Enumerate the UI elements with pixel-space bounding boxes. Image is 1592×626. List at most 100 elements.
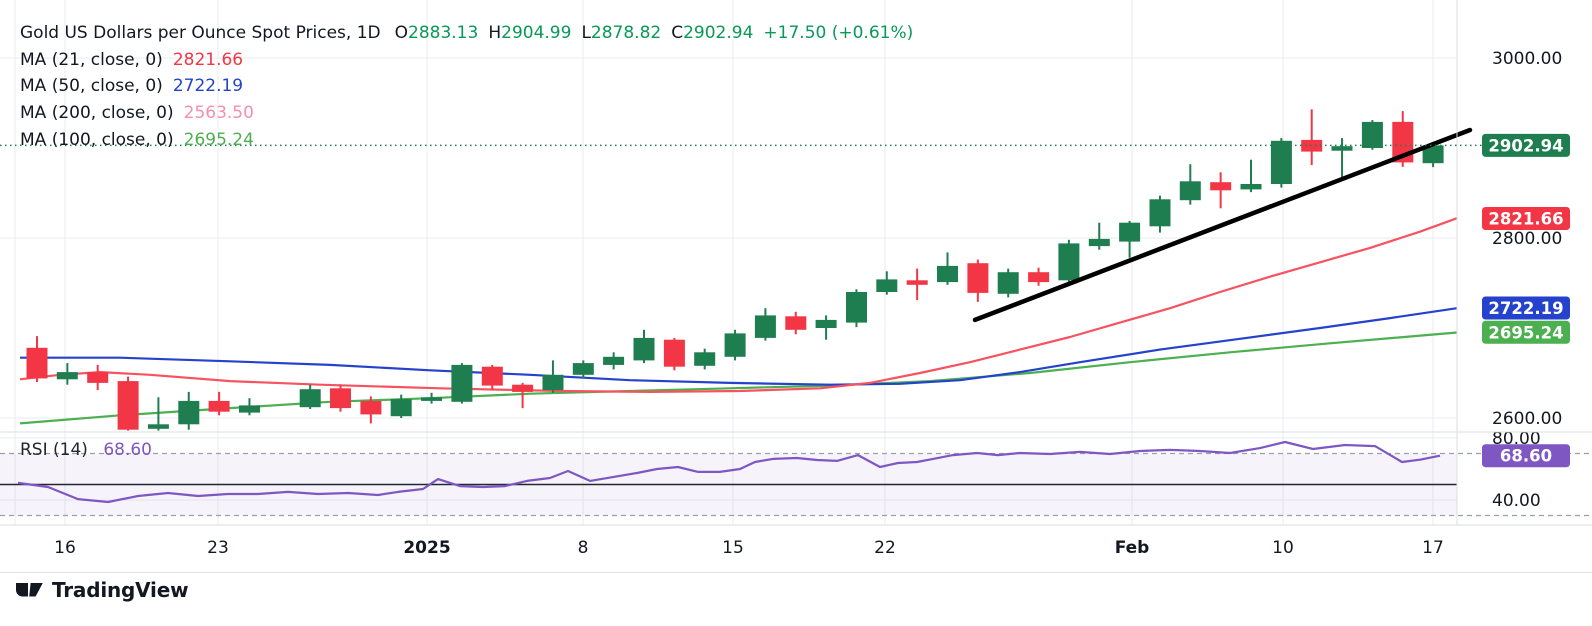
- candle[interactable]: [663, 337, 685, 371]
- axis-badge-label: 2722.19: [1488, 299, 1563, 318]
- candle[interactable]: [1028, 267, 1050, 286]
- candle[interactable]: [1210, 172, 1232, 209]
- candle-body: [724, 333, 746, 357]
- tradingview-logo[interactable]: TradingView: [16, 578, 189, 602]
- axis-badge: [1482, 207, 1570, 230]
- time-tick-label: 10: [1272, 538, 1294, 558]
- tradingview-logo-icon: [16, 582, 43, 596]
- candle[interactable]: [56, 363, 78, 385]
- indicator-value: 2722.19: [172, 76, 244, 97]
- candle[interactable]: [785, 311, 807, 335]
- axis-badge: [1482, 133, 1570, 157]
- candle[interactable]: [815, 315, 837, 340]
- candle[interactable]: [147, 397, 169, 431]
- candle[interactable]: [967, 259, 989, 302]
- indicator-label: MA (21, close, 0): [20, 49, 163, 70]
- candle-body: [663, 339, 685, 367]
- candle[interactable]: [694, 348, 716, 370]
- candle[interactable]: [1088, 222, 1110, 250]
- indicator-label: MA (50, close, 0): [20, 76, 163, 97]
- legend-indicator-row[interactable]: MA (21, close, 0) 2821.66: [20, 47, 913, 74]
- chart-canvas[interactable]: 3000.00 2800.00 2600.0080.00 40.00 16 23 2025 8…: [0, 0, 1592, 565]
- candle-body: [603, 356, 625, 365]
- axis-badge-label: 2821.66: [1488, 210, 1563, 229]
- candle[interactable]: [421, 392, 443, 404]
- candle[interactable]: [481, 364, 503, 391]
- candle-body: [785, 316, 807, 330]
- candle-body: [1301, 139, 1323, 152]
- candle-body: [1361, 121, 1383, 148]
- candle-body: [1028, 272, 1050, 283]
- candle[interactable]: [572, 360, 594, 379]
- candle[interactable]: [876, 271, 898, 295]
- candle[interactable]: [937, 252, 958, 285]
- indicator-label: MA (100, close, 0): [20, 129, 174, 150]
- ma21-line[interactable]: [19, 217, 1458, 393]
- rsi-line[interactable]: [17, 440, 1441, 504]
- legend-indicators: MA (21, close, 0) 2821.66 MA (50, close, 0…: [20, 47, 913, 154]
- time-scale[interactable]: [0, 525, 1592, 565]
- axis-badge: [1482, 444, 1570, 468]
- candle[interactable]: [997, 268, 1019, 298]
- legend-title: Gold US Dollars per Ounce Spot Prices, 1…: [20, 23, 381, 43]
- candle-body: [967, 263, 989, 293]
- candle[interactable]: [87, 364, 109, 391]
- candle-body: [451, 364, 473, 402]
- candle-body: [421, 397, 443, 401]
- axis-badge: [1482, 320, 1570, 344]
- candle[interactable]: [390, 394, 412, 418]
- axis-badge-label: 2695.24: [1488, 323, 1563, 342]
- candle-body: [208, 400, 230, 412]
- candle[interactable]: [754, 308, 776, 341]
- candle[interactable]: [451, 363, 473, 404]
- candle[interactable]: [906, 268, 928, 301]
- legend-indicator-row[interactable]: MA (200, close, 0) 2563.50: [20, 100, 913, 127]
- indicator-value: 2563.50: [183, 103, 254, 124]
- indicator-label: MA (200, close, 0): [20, 103, 174, 124]
- candle[interactable]: [330, 384, 351, 412]
- candle[interactable]: [208, 391, 230, 416]
- rsi-label-row[interactable]: RSI (14) 68.60: [20, 440, 152, 460]
- price-tick-label: 3000.00: [1492, 49, 1562, 69]
- candle[interactable]: [1119, 220, 1141, 258]
- candle[interactable]: [239, 398, 260, 416]
- candle[interactable]: [603, 352, 625, 370]
- trendline[interactable]: [972, 127, 1473, 323]
- candle[interactable]: [1270, 138, 1292, 188]
- candle-body: [178, 400, 200, 425]
- legend-indicator-row[interactable]: MA (50, close, 0) 2722.19: [20, 73, 913, 100]
- candle[interactable]: [1361, 120, 1383, 150]
- legend-indicator-row[interactable]: MA (100, close, 0) 2695.24: [20, 127, 913, 154]
- axis-badge-label: 2902.94: [1488, 136, 1563, 155]
- candle[interactable]: [1240, 159, 1262, 193]
- legend-title-row[interactable]: Gold US Dollars per Ounce Spot Prices, 1…: [20, 20, 913, 47]
- candle[interactable]: [1422, 143, 1444, 168]
- candle-body: [846, 292, 867, 323]
- candle[interactable]: [1179, 164, 1201, 205]
- candle[interactable]: [724, 329, 746, 361]
- candle[interactable]: [299, 384, 321, 409]
- candle[interactable]: [26, 336, 48, 382]
- candle-body: [1331, 146, 1353, 151]
- candle[interactable]: [633, 329, 655, 364]
- time-tick-label: Feb: [1115, 538, 1150, 558]
- candle-body: [56, 372, 78, 380]
- candle[interactable]: [1331, 138, 1353, 181]
- candle-body: [572, 363, 594, 375]
- candle[interactable]: [360, 396, 382, 424]
- candle-body: [906, 280, 928, 285]
- candle-body: [1422, 145, 1444, 164]
- ma100-line[interactable]: [19, 331, 1458, 425]
- candle[interactable]: [178, 391, 200, 430]
- candle[interactable]: [1301, 109, 1323, 166]
- candle-body: [1179, 181, 1201, 201]
- time-tick-label: 16: [54, 538, 76, 558]
- candle[interactable]: [117, 376, 139, 431]
- candle-body: [330, 388, 351, 409]
- candle[interactable]: [512, 382, 534, 409]
- candle[interactable]: [846, 289, 867, 328]
- candle[interactable]: [1149, 195, 1171, 233]
- time-tick-label: 23: [207, 538, 229, 558]
- candle[interactable]: [1058, 239, 1080, 283]
- candle[interactable]: [542, 360, 564, 393]
